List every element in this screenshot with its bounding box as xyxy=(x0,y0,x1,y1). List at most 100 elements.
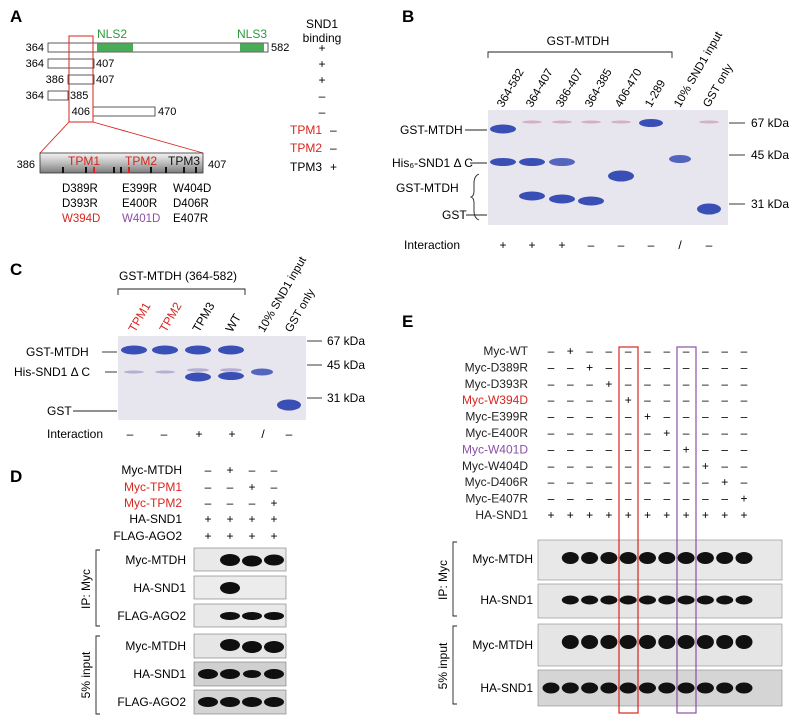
e-cell: – xyxy=(548,492,555,506)
e-band xyxy=(619,682,637,694)
e-cell: – xyxy=(741,344,748,358)
e-cell: – xyxy=(625,344,632,358)
c-int-6: – xyxy=(286,427,293,441)
e-cell: – xyxy=(586,475,593,489)
e-cell: – xyxy=(548,410,555,424)
construct-5-end: 470 xyxy=(158,106,176,118)
b-label-gst: GST xyxy=(442,208,467,222)
d-blots xyxy=(193,547,287,715)
e-band xyxy=(561,595,579,605)
e-row-label: Myc-D393R xyxy=(465,377,529,391)
panel-c: C GST-MTDH (364-582) TPM1 TPM2 TPM3 WT 1… xyxy=(10,254,365,441)
b-interaction-label: Interaction xyxy=(404,238,460,252)
c-interaction-row: – – + + / – xyxy=(127,427,293,441)
e-cell: – xyxy=(606,393,613,407)
lane-b-8: GST only xyxy=(701,62,735,110)
e-cell: – xyxy=(586,426,593,440)
gst-mtdh-header: GST-MTDH xyxy=(547,34,610,48)
c-marker-45: 45 kDa xyxy=(327,358,365,372)
e-band xyxy=(677,635,695,649)
mutation-d393r: D393R xyxy=(62,198,98,210)
nls3-label: NLS3 xyxy=(237,27,267,41)
e-row-label: Myc-D389R xyxy=(465,360,529,374)
tpm2-binding: – xyxy=(330,141,337,155)
c-label-gst: GST xyxy=(47,404,72,418)
d-row-myc-mtdh: Myc-MTDH xyxy=(121,463,182,477)
d-cell: – xyxy=(205,496,212,510)
gel-c-bands xyxy=(121,345,301,411)
e-cell: – xyxy=(625,459,632,473)
e-cell: + xyxy=(721,508,728,522)
band-b1-gst-mtdh xyxy=(490,124,516,134)
e-band xyxy=(677,552,695,564)
e-cell: – xyxy=(567,426,574,440)
e-cell: – xyxy=(625,492,632,506)
gel-c xyxy=(118,336,306,420)
e-cell: + xyxy=(702,459,709,473)
band-b7-snd1-input xyxy=(669,155,691,163)
e-band xyxy=(696,635,714,649)
e-cell: + xyxy=(644,508,651,522)
b-label-his-snd1: His₆-SND1 Δ C xyxy=(392,156,473,170)
e-cell: – xyxy=(644,492,651,506)
e-cell: – xyxy=(702,492,709,506)
e-band xyxy=(581,595,599,605)
mutation-d389r: D389R xyxy=(62,183,98,195)
e-row-label: Myc-WT xyxy=(483,344,528,358)
e-cell: – xyxy=(567,442,574,456)
e-blot-label-4: HA-SND1 xyxy=(480,681,533,695)
e-cell: – xyxy=(702,344,709,358)
c-label-gst-mtdh: GST-MTDH xyxy=(26,345,89,359)
d-ip-label: IP: Myc xyxy=(79,569,93,609)
e-cell: – xyxy=(663,442,670,456)
mutation-e399r: E399R xyxy=(122,183,157,195)
e-row-label: Myc-W404D xyxy=(462,459,528,473)
d-cell: + xyxy=(204,529,211,543)
b-marker-45: 45 kDa xyxy=(751,148,789,162)
e-cell: – xyxy=(663,393,670,407)
e-cell: – xyxy=(644,344,651,358)
mutation-d406r: D406R xyxy=(173,198,209,210)
c-header: GST-MTDH (364-582) xyxy=(119,269,237,283)
e-band xyxy=(658,682,676,694)
e-cell: – xyxy=(741,442,748,456)
e-band xyxy=(716,552,734,564)
panel-c-markers: 67 kDa 45 kDa 31 kDa xyxy=(307,334,365,405)
e-band xyxy=(639,595,656,605)
e-cell: + xyxy=(683,442,690,456)
construct-bar-406-470 xyxy=(92,106,156,117)
panel-b-lane-labels: 364-582 364-407 386-407 364-385 406-470 … xyxy=(495,29,735,109)
d-cell: + xyxy=(226,529,233,543)
e-band xyxy=(658,595,676,605)
construct-1-end: 582 xyxy=(271,42,289,54)
construct-1-start: 364 xyxy=(26,42,44,54)
e-band xyxy=(639,552,656,564)
b-marker-31: 31 kDa xyxy=(751,197,789,211)
e-cell: – xyxy=(586,344,593,358)
e-cell: – xyxy=(625,410,632,424)
gel-b xyxy=(488,110,728,225)
d-cell: + xyxy=(226,512,233,526)
e-band xyxy=(600,552,618,564)
e-cell: – xyxy=(721,426,728,440)
d-cell: – xyxy=(249,463,256,477)
e-cell: + xyxy=(663,426,670,440)
d-row-myc-tpm2: Myc-TPM2 xyxy=(124,496,182,510)
e-cell: – xyxy=(663,360,670,374)
e-ip-label: IP: Myc xyxy=(436,560,450,600)
d-row-ha-snd1: HA-SND1 xyxy=(129,512,182,526)
d-ip-bracket xyxy=(95,549,100,627)
e-cell: – xyxy=(683,410,690,424)
b-int-2: + xyxy=(528,238,535,252)
e-cell: – xyxy=(663,410,670,424)
e-cell: – xyxy=(606,459,613,473)
mutation-site-ticks xyxy=(62,167,197,173)
band-b2-gst-mtdh xyxy=(519,191,545,201)
d-cell: – xyxy=(271,463,278,477)
e-cell: – xyxy=(625,426,632,440)
aromatic-site-ticks xyxy=(93,167,130,173)
e-band xyxy=(542,682,560,694)
d-blot-ip-flag-ago2 xyxy=(193,603,287,628)
b-interaction-row: + + + – – – / – xyxy=(499,238,712,252)
e-cell: – xyxy=(606,360,613,374)
